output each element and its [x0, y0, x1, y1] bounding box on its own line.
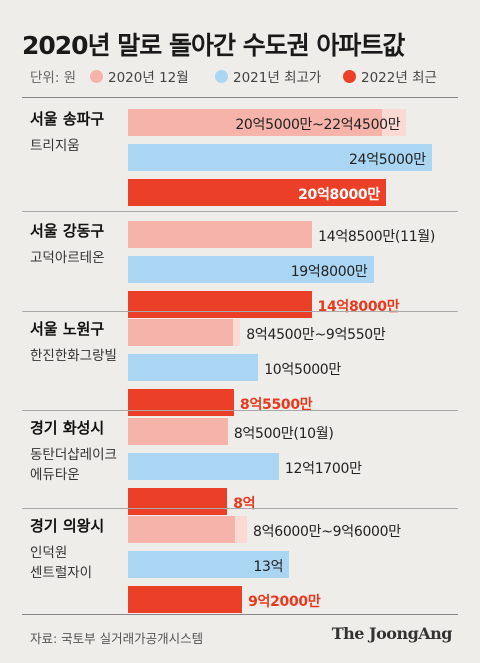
bar-2022: 8억	[128, 488, 256, 515]
bar-2020: 8억4500만~9억550만	[128, 319, 386, 346]
value-label-2020: 14억8500만(11월)	[318, 229, 436, 245]
value-label-2022: 8억5500만	[240, 397, 313, 413]
unit-label: 단위: 원	[30, 70, 77, 86]
apartment-label: 고덕아르테온	[30, 250, 105, 266]
brand-logo: The JoongAng	[331, 624, 453, 643]
region-label: 서울 강동구	[30, 222, 105, 240]
legend-item-2022: 2022년 최근	[343, 66, 437, 86]
legend-label-2021: 2021년 최고가	[233, 70, 322, 86]
legend-label-2022: 2022년 최근	[361, 70, 437, 86]
legend-swatch-2020	[90, 69, 103, 83]
legend: 단위: 원 2020년 12월 2021년 최고가 2022년 최근	[30, 64, 470, 86]
region-label: 서울 송파구	[30, 110, 105, 128]
region-label: 경기 의왕시	[30, 517, 105, 535]
value-label-2021: 12억1700만	[284, 461, 362, 477]
value-label-2022: 9억2000만	[248, 594, 321, 610]
apartment-label: 트리지움	[30, 138, 80, 154]
value-label-2022: 20억8000만	[298, 187, 380, 203]
legend-item-2021: 2021년 최고가	[215, 66, 321, 86]
bar-2020: 14억8500만(11월)	[128, 221, 435, 248]
bar-group: 서울 강동구 고덕아르테온 14억8500만(11월) 19억8000만 14억8000…	[22, 212, 458, 318]
bar-2021: 12억1700만	[128, 453, 362, 480]
top-rule	[22, 97, 458, 98]
value-label-2021: 24억5000만	[348, 152, 426, 168]
value-label-2020: 8억500만(10월)	[233, 426, 334, 442]
bar-2020-range	[232, 319, 241, 346]
chart-title: 2020년 말로 돌아간 수도권 아파트값	[22, 31, 405, 60]
source-note: 자료: 국토부 실거래가공개시스템	[30, 631, 204, 646]
bar-2021: 13억	[128, 551, 290, 578]
legend-swatch-2022	[343, 69, 356, 83]
bar-2021: 19억8000만	[128, 256, 374, 283]
bar-2021: 24억5000만	[128, 144, 432, 171]
value-label-2021: 10억5000만	[264, 362, 341, 378]
region-label: 경기 화성시	[30, 419, 105, 437]
group-divider	[22, 211, 458, 212]
value-label-2020: 20억5000만~22억4500만	[235, 117, 401, 133]
bar-2020-range	[234, 516, 248, 543]
bar-2020: 8억6000만~9억6000만	[128, 516, 401, 543]
apartment-label: 동탄더샵레이크 에듀타운	[30, 447, 117, 483]
value-label-2020: 8억6000만~9억6000만	[253, 524, 401, 540]
bar-2022: 9억2000만	[128, 586, 321, 613]
group-divider	[22, 508, 458, 509]
group-divider	[22, 410, 458, 411]
bar-2021: 10억5000만	[128, 354, 341, 381]
legend-swatch-2021	[215, 69, 228, 83]
value-label-2021: 13억	[253, 559, 284, 575]
bar-2022: 20억8000만	[128, 179, 386, 206]
legend-item-2020: 2020년 12월	[90, 66, 189, 86]
value-label-2020: 8억4500만~9억550만	[246, 327, 386, 343]
bottom-rule	[22, 614, 458, 615]
region-label: 서울 노원구	[30, 320, 105, 338]
legend-label-2020: 2020년 12월	[108, 70, 189, 86]
apartment-label: 인덕원 센트럴자이	[30, 545, 93, 581]
bar-2020: 8억500만(10월)	[128, 418, 334, 445]
bar-2022: 8억5500만	[128, 389, 313, 416]
apartment-label: 한진한화그랑빌	[30, 348, 117, 364]
group-divider	[22, 311, 458, 312]
value-label-2021: 19억8000만	[290, 264, 368, 280]
bar-2020-range	[382, 109, 407, 136]
bar-2020: 20억5000만~22억4500만	[128, 109, 407, 136]
